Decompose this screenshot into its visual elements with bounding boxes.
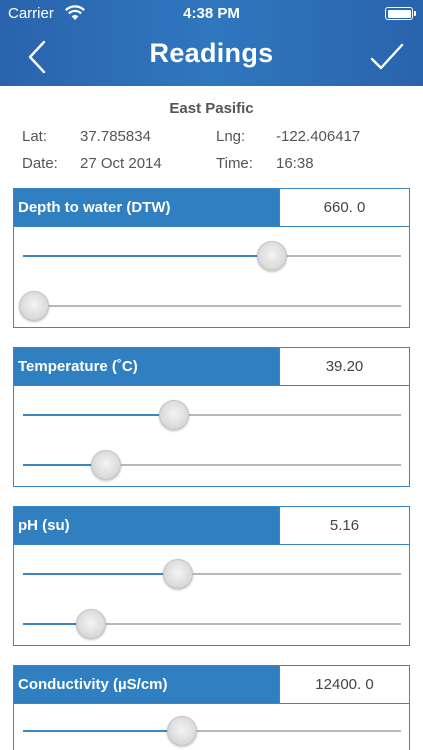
coarse-slider[interactable]	[23, 714, 401, 748]
date-value: 27 Oct 2014	[80, 155, 162, 172]
lng-value: -122.406417	[276, 128, 361, 145]
checkmark-icon[interactable]	[369, 40, 405, 74]
fine-slider[interactable]	[23, 607, 401, 641]
slider-thumb[interactable]	[162, 559, 193, 589]
page-title: Readings	[149, 38, 274, 68]
time-value: 16:38	[276, 155, 314, 172]
slider-thumb[interactable]	[166, 716, 197, 746]
slider-thumb[interactable]	[159, 400, 190, 430]
status-time: 4:38 PM	[183, 5, 240, 22]
slider-thumb[interactable]	[91, 450, 122, 480]
slider-thumb[interactable]	[19, 291, 50, 321]
reading-value-field[interactable]: 660. 0	[279, 189, 409, 226]
coarse-slider[interactable]	[23, 557, 401, 591]
fine-slider[interactable]	[23, 448, 401, 482]
nav-bar: Readings	[0, 28, 423, 86]
battery-icon	[385, 7, 416, 20]
chevron-left-icon[interactable]	[20, 38, 56, 76]
reading-label: Conductivity (µS/cm)	[14, 666, 279, 703]
navigation-header: Carrier 4:38 PM Readings	[0, 0, 423, 86]
fine-slider[interactable]	[19, 289, 401, 323]
time-label: Time:	[216, 155, 253, 172]
reading-label: pH (su)	[14, 507, 279, 544]
reading-value-field[interactable]: 39.20	[279, 348, 409, 385]
location-name: East Pasific	[169, 100, 254, 117]
slider-thumb[interactable]	[76, 609, 107, 639]
status-bar: Carrier 4:38 PM	[0, 0, 423, 28]
reading-label: Temperature (˚C)	[14, 348, 279, 385]
slider-thumb[interactable]	[257, 241, 288, 271]
lat-value: 37.785834	[80, 128, 151, 145]
wifi-icon	[65, 5, 85, 20]
lat-label: Lat:	[22, 128, 48, 145]
reading-panel-dtw: Depth to water (DTW) 660. 0	[13, 188, 410, 328]
lng-label: Lng:	[216, 128, 246, 145]
date-label: Date:	[22, 155, 58, 172]
reading-label: Depth to water (DTW)	[14, 189, 279, 226]
reading-value-field[interactable]: 5.16	[279, 507, 409, 544]
reading-value-field[interactable]: 12400. 0	[279, 666, 409, 703]
coarse-slider[interactable]	[23, 398, 401, 432]
reading-panel-conductivity: Conductivity (µS/cm) 12400. 0	[13, 665, 410, 750]
carrier-label: Carrier	[8, 5, 54, 22]
coarse-slider[interactable]	[23, 239, 401, 273]
reading-panel-temperature: Temperature (˚C) 39.20	[13, 347, 410, 487]
reading-panel-ph: pH (su) 5.16	[13, 506, 410, 646]
